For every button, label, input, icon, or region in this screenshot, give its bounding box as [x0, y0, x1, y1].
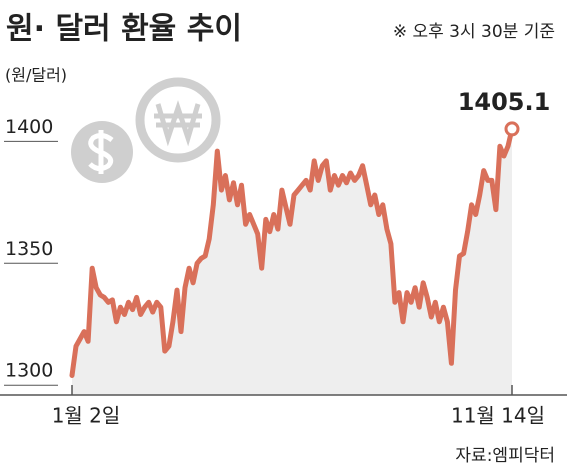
dollar-glyph — [88, 130, 114, 174]
y-tick-label: 1300 — [5, 360, 53, 382]
x-tick-label: 1월 2일 — [52, 404, 121, 428]
value-label: 1405.1 — [458, 88, 551, 116]
y-tick-label: 1350 — [5, 238, 53, 260]
coin — [135, 77, 221, 163]
area — [72, 128, 512, 395]
line — [69, 126, 515, 378]
won-glyph — [154, 100, 202, 147]
chart-title: 원· 달러 환율 추이 — [6, 12, 242, 47]
note: ※ 오후 3시 30분 기준 — [393, 22, 555, 42]
source: 자료:엠피닥터 — [455, 446, 555, 466]
end-marker — [504, 121, 520, 137]
y-tick-label: 1400 — [5, 116, 53, 138]
plot: 1300 1350 1400 1405.1 1월 2일 11월 14일 — [0, 88, 567, 428]
y-axis-label: (원/달러) — [5, 66, 67, 85]
x-tick-label: 11월 14일 — [451, 404, 545, 428]
coin-icon — [71, 77, 221, 183]
